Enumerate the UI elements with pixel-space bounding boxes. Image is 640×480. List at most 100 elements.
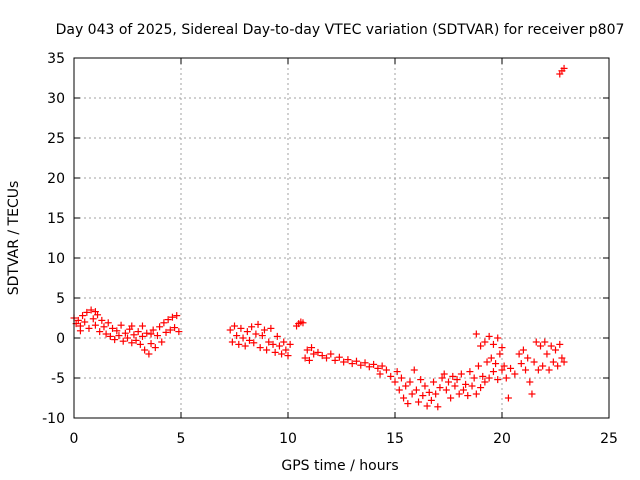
data-point <box>275 342 283 350</box>
data-point <box>378 362 386 370</box>
data-point <box>138 332 146 340</box>
data-point <box>543 350 551 358</box>
data-point <box>387 372 395 380</box>
data-point <box>440 370 448 378</box>
data-point <box>335 353 343 361</box>
data-point <box>271 348 279 356</box>
data-point <box>115 332 123 340</box>
y-tick-label: 5 <box>56 291 65 307</box>
data-point <box>175 328 183 336</box>
data-point <box>415 398 423 406</box>
data-point <box>442 386 450 394</box>
data-point <box>241 342 249 350</box>
data-point <box>228 338 236 346</box>
data-point <box>504 394 512 402</box>
data-point <box>449 372 457 380</box>
data-point <box>136 340 144 348</box>
data-point <box>468 382 476 390</box>
data-point <box>560 358 568 366</box>
data-point <box>243 328 251 336</box>
data-point <box>376 370 384 378</box>
data-point <box>406 378 414 386</box>
data-point <box>83 308 91 316</box>
data-point <box>145 350 153 358</box>
data-point <box>128 339 136 347</box>
data-point <box>528 390 536 398</box>
data-point <box>494 334 502 342</box>
x-tick-label: 10 <box>279 431 297 447</box>
data-point <box>357 361 365 369</box>
data-point <box>98 316 106 324</box>
data-point <box>545 366 553 374</box>
data-point <box>445 378 452 386</box>
data-point <box>141 346 149 354</box>
data-point <box>477 342 485 350</box>
x-axis-label: GPS time / hours <box>281 458 398 474</box>
data-point <box>474 362 482 370</box>
data-point <box>89 315 97 323</box>
data-point <box>164 316 172 324</box>
data-point <box>269 340 277 348</box>
data-point <box>447 394 455 402</box>
data-point <box>286 340 294 348</box>
data-point <box>485 332 493 340</box>
x-tick-labels: 0 5 10 15 20 25 <box>70 431 618 447</box>
data-point <box>263 346 271 354</box>
data-point <box>464 392 472 400</box>
data-point <box>109 324 117 332</box>
data-point <box>91 308 99 316</box>
data-point <box>258 332 266 340</box>
data-point <box>522 366 530 374</box>
data-point <box>81 318 89 326</box>
data-point <box>530 358 538 366</box>
data-point <box>489 368 497 376</box>
data-point <box>547 342 555 350</box>
data-point <box>500 362 508 370</box>
data-point <box>552 346 559 354</box>
data-point <box>560 64 568 72</box>
data-point <box>267 324 275 332</box>
data-point <box>466 368 474 376</box>
x-tick-label: 5 <box>177 431 186 447</box>
y-tick-label: -5 <box>51 371 65 387</box>
y-tick-label: -10 <box>42 411 65 427</box>
data-point <box>301 354 309 362</box>
data-point <box>173 312 181 320</box>
data-point <box>421 382 429 390</box>
data-point <box>91 321 99 329</box>
data-point <box>459 386 467 394</box>
data-point <box>231 322 238 330</box>
data-point <box>451 382 459 390</box>
data-point <box>498 366 506 374</box>
data-point <box>365 363 373 371</box>
data-point <box>511 370 519 378</box>
data-point <box>327 350 335 358</box>
data-point <box>410 366 418 374</box>
data-point <box>134 328 142 336</box>
data-point <box>541 338 549 346</box>
data-point <box>432 390 440 398</box>
data-point <box>470 374 478 382</box>
data-point <box>340 358 348 366</box>
data-point <box>156 323 164 331</box>
data-point <box>434 403 442 411</box>
data-point <box>352 357 360 365</box>
data-point <box>100 323 108 331</box>
data-point <box>425 388 433 396</box>
data-point <box>248 323 256 331</box>
data-point <box>423 402 431 410</box>
data-point <box>472 390 480 398</box>
x-tick-label: 20 <box>493 431 511 447</box>
data-point <box>391 378 399 386</box>
data-point <box>479 372 487 380</box>
data-point <box>382 366 390 374</box>
y-tick-label: 0 <box>56 331 65 347</box>
data-point <box>153 332 161 340</box>
plot-frame <box>73 57 610 419</box>
data-point <box>395 386 403 394</box>
data-point <box>265 338 273 346</box>
data-point <box>168 313 176 321</box>
data-point <box>539 362 547 370</box>
data-point <box>361 359 369 367</box>
